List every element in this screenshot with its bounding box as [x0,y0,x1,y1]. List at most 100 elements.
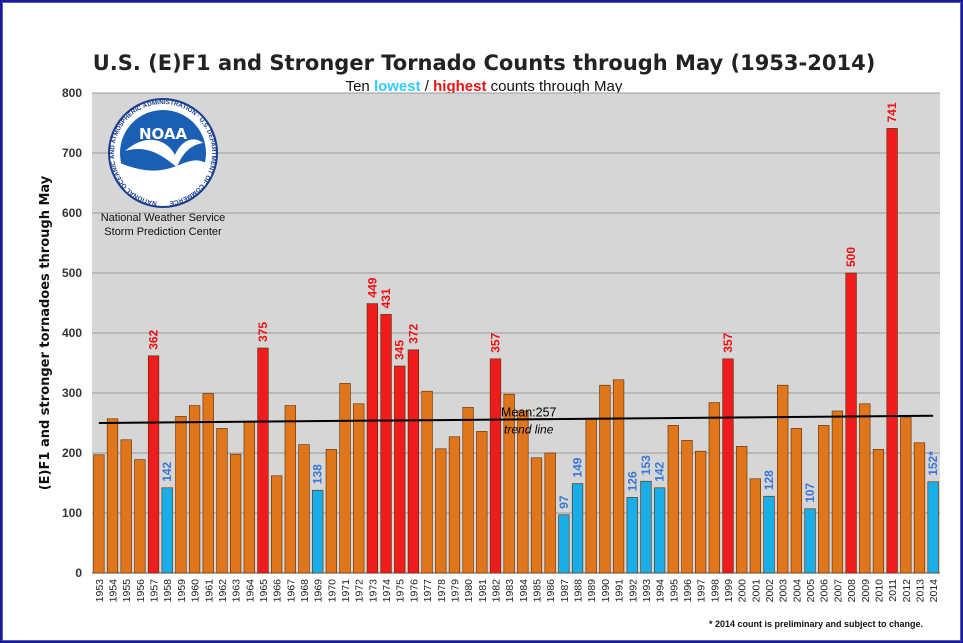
bar-1961 [202,393,214,574]
x-tick-label: 2003 [778,579,790,603]
bar-1995 [667,425,679,574]
bar-2000 [736,446,748,574]
x-tick-label: 2006 [819,579,831,603]
mean-label: Mean:257 [501,405,557,419]
data-label-2011: 741 [885,102,899,122]
x-tick-label: 2004 [791,579,803,603]
x-tick-label: 1963 [231,579,243,603]
data-label-1976: 372 [406,323,420,343]
tornado-bar-chart: U.S. (E)F1 and Stronger Tornado Counts t… [38,51,941,629]
x-tick-label: 1964 [244,579,256,603]
bar-1955 [120,439,132,574]
chart-subtitle: Ten lowest / highest counts through May [346,78,623,95]
bar-1959 [175,416,187,574]
bar-1960 [188,405,201,574]
x-tick-label: 2012 [901,579,913,603]
bar-1990 [599,384,611,574]
data-label-1988: 149 [571,457,585,477]
x-tick-label: 1977 [422,579,434,603]
x-tick-label: 1980 [463,579,475,603]
y-tick-label: 500 [62,266,82,280]
y-tick-label: 700 [62,146,82,160]
x-tick-label: 1972 [354,579,366,603]
x-tick-label: 1962 [217,579,229,603]
trend-line [98,414,934,424]
data-label-1973: 449 [365,277,379,297]
noaa-logo: NOAA NATIONAL OCEANIC AND ATMOSPHERIC AD… [108,98,218,208]
x-tick-label: 1959 [176,579,188,603]
x-tick-label: 2010 [873,579,885,603]
x-tick-label: 1991 [614,579,626,603]
bar-1980 [462,407,474,574]
x-tick-label: 1985 [532,579,544,603]
bar-1986 [544,452,556,574]
data-label-1994: 142 [653,461,667,481]
bar-1999 [722,358,734,574]
bar-1971 [339,383,351,574]
x-tick-label: 2000 [737,579,749,603]
x-tick-label: 1998 [709,579,721,603]
y-axis-label: (E)F1 and stronger tornadoes through May [38,175,53,490]
bar-1958 [161,487,173,574]
subtitle-separator: / [421,78,434,95]
bar-2007 [831,410,844,574]
bar-1991 [612,379,625,574]
bar-1985 [530,457,543,574]
data-label-1969: 138 [311,464,325,484]
bar-1993 [640,480,652,574]
subtitle-highest: highest [433,78,486,95]
x-tick-label: 1988 [573,579,585,603]
x-tick-label: 1978 [436,579,448,603]
x-tick-label: 1968 [299,579,311,603]
x-tick-label: 1971 [340,579,352,603]
y-tick-label: 600 [62,206,82,220]
bar-1979 [448,436,461,574]
bar-2008 [845,272,857,574]
x-tick-label: 1983 [504,579,516,603]
bar-1997 [695,450,707,574]
x-tick-label: 1996 [682,579,694,603]
bar-2013 [913,442,926,574]
bar-1957 [147,355,160,574]
subtitle-suffix: counts through May [486,78,622,95]
data-label-2005: 107 [803,482,817,502]
x-tick-label: 2007 [832,579,844,603]
org-line-1: National Weather Service [101,212,226,224]
bar-1992 [626,497,638,574]
bar-2010 [872,449,885,574]
bar-2001 [749,478,761,574]
y-tick-label: 100 [62,506,82,520]
x-tick-label: 2013 [914,579,926,603]
x-tick-label: 2005 [805,579,817,603]
bar-1963 [229,453,242,574]
x-tick-label: 1997 [696,579,708,603]
bar-2006 [818,425,830,574]
bar-2002 [763,495,775,574]
x-tick-label: 1982 [490,579,502,603]
x-tick-label: 1975 [395,579,407,603]
subtitle-prefix: Ten [346,78,374,95]
x-tick-label: 1986 [545,579,557,603]
data-label-1992: 126 [625,471,639,491]
x-axis-ticks: 1953 1954 1955 1956 1957 1958 1959 1960 1961 1962… [94,579,940,603]
x-tick-label: 2009 [860,579,872,603]
bar-1974 [380,314,392,574]
x-tick-label: 1958 [162,579,174,603]
x-tick-label: 1989 [586,579,598,603]
bar-2004 [790,428,803,574]
bar-2012 [900,417,912,574]
x-tick-label: 1999 [723,579,735,603]
bar-1988 [571,483,584,574]
data-label-1958: 142 [160,461,174,481]
x-tick-label: 1993 [641,579,653,603]
x-tick-label: 2011 [887,579,899,602]
x-tick-label: 1994 [655,579,667,603]
x-tick-label: 1967 [285,579,297,603]
bar-1969 [312,489,324,574]
bar-1998 [708,402,720,574]
bar-2003 [777,384,789,574]
x-tick-label: 1954 [108,579,120,603]
bar-1966 [271,475,283,574]
